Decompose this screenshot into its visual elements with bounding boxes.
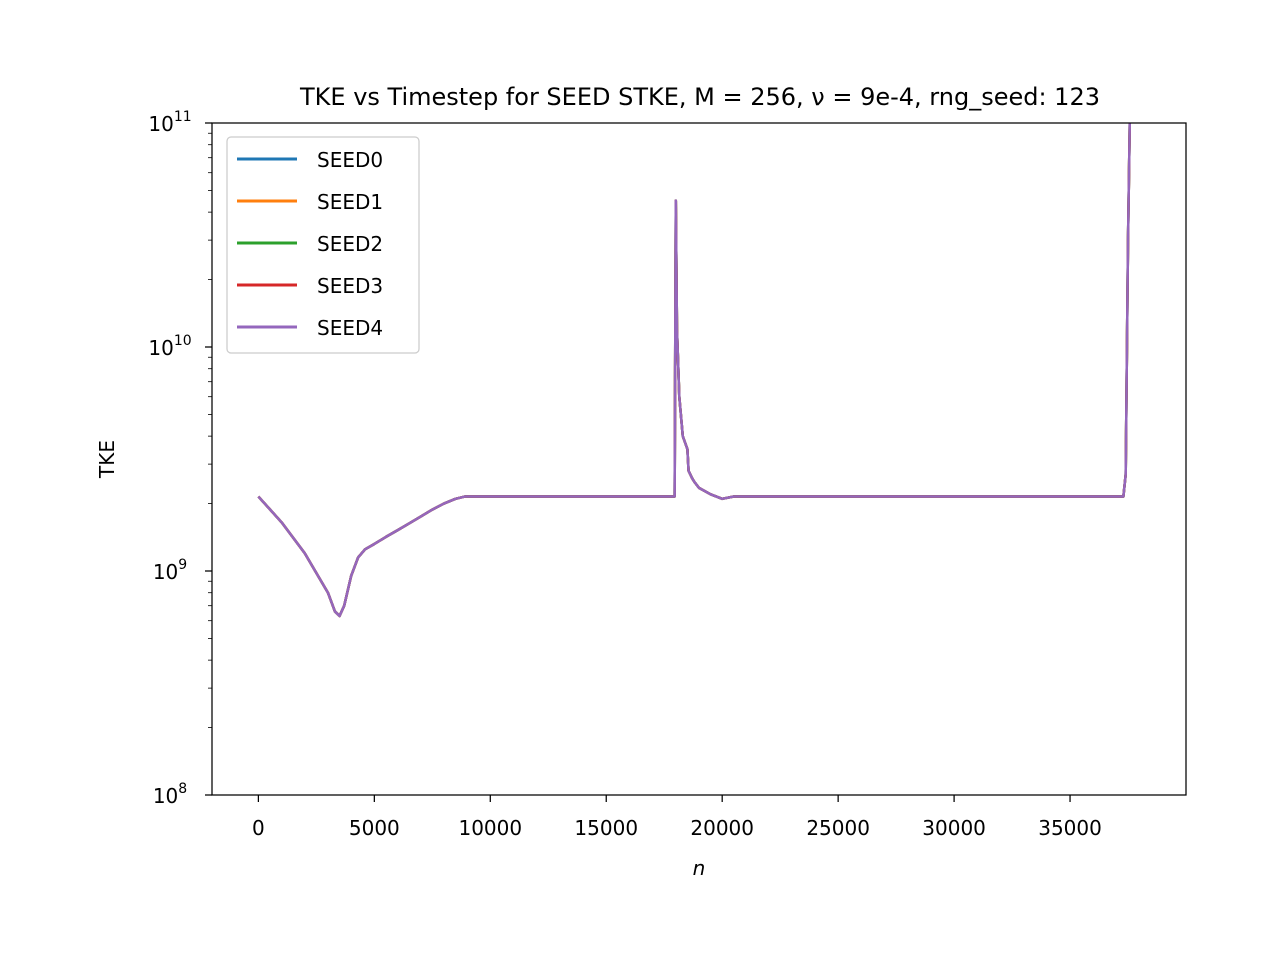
chart-title: TKE vs Timestep for SEED STKE, M = 256, … [299,83,1100,111]
x-tick-label: 0 [252,816,265,840]
y-axis-ticks: 108 109 1010 1011 [148,109,212,808]
x-tick-label: 15000 [574,816,638,840]
y-tick-label: 1010 [148,333,191,360]
y-tick-label: 1011 [148,109,191,136]
legend-label: SEED2 [317,232,383,256]
legend-label: SEED4 [317,316,383,340]
x-tick-label: 30000 [922,816,986,840]
legend-box [226,136,420,354]
legend-label: SEED3 [317,274,383,298]
plot-frame [211,122,1187,796]
x-tick-label: 10000 [458,816,522,840]
series-line-seed4 [257,123,1132,618]
series-lines [257,123,1132,618]
legend-label: SEED1 [317,190,383,214]
legend-items: SEED0 SEED1 SEED2 SEED3 SEED4 [237,148,383,340]
y-axis-label: TKE [95,440,119,479]
y-tick-label: 109 [153,557,187,584]
x-tick-label: 25000 [806,816,870,840]
x-tick-label: 35000 [1038,816,1102,840]
x-axis-label: n [693,856,706,880]
x-axis-ticks: 0 5000 10000 15000 20000 25000 30000 35000 [252,795,1102,840]
legend-label: SEED0 [317,148,383,172]
x-tick-label: 20000 [690,816,754,840]
legend: SEED0 SEED1 SEED2 SEED3 SEED4 [226,136,420,354]
x-tick-label: 5000 [349,816,400,840]
y-tick-label: 108 [153,781,187,808]
